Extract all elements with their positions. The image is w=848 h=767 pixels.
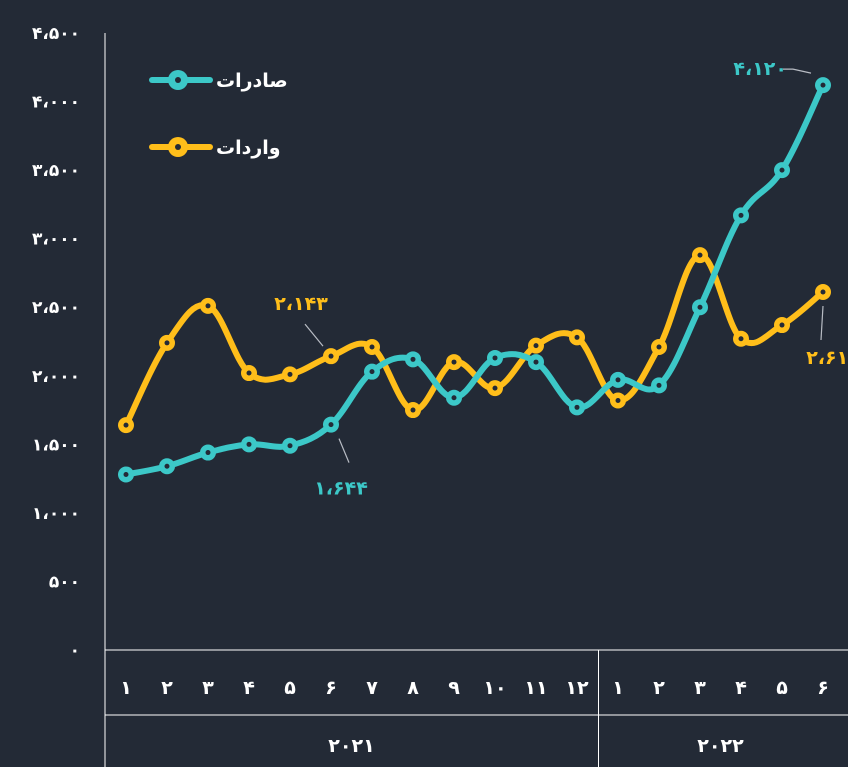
data-point-center — [328, 422, 334, 428]
legend-swatch-center — [175, 77, 181, 83]
data-point-center — [451, 359, 457, 365]
data-point-center — [615, 377, 621, 383]
data-point-center — [328, 353, 334, 359]
x-tick-label: ۲ — [161, 677, 173, 699]
data-point-center — [533, 359, 539, 365]
y-axis: ۰ ۵۰۰ ۱،۰۰۰ ۱،۵۰۰ ۲،۰۰۰ ۲،۵۰۰ ۳،۰۰۰ ۳،۵۰۰ ۴،۰۰۰ ۴… — [32, 24, 106, 767]
x-tick-label: ۸ — [407, 677, 419, 699]
data-point-center — [287, 371, 293, 377]
data-point-center — [205, 303, 211, 309]
data-point-center — [820, 289, 826, 295]
y-tick-label: ۴،۵۰۰ — [32, 24, 80, 44]
year-label: ۲۰۲۲ — [697, 735, 744, 757]
x-tick-label: ۱۲ — [565, 677, 589, 699]
annotation-label: ۲،۶۱۱ — [806, 347, 848, 369]
annotation-label: ۲،۱۴۳ — [274, 293, 328, 315]
data-point-center — [451, 395, 457, 401]
annotation-leader — [338, 438, 350, 463]
x-tick-label: ۱۱ — [524, 677, 547, 699]
y-tick-label: ۱،۰۰۰ — [32, 504, 80, 524]
data-point-center — [246, 441, 252, 447]
data-point-center — [697, 304, 703, 310]
data-point-center — [656, 382, 662, 388]
data-point-center — [656, 344, 662, 350]
data-point-center — [820, 82, 826, 88]
data-point-center — [369, 344, 375, 350]
x-tick-label: ۶ — [325, 677, 337, 699]
y-tick-label: ۳،۰۰۰ — [32, 230, 80, 250]
legend-swatch-center — [175, 144, 181, 150]
data-point-center — [164, 340, 170, 346]
data-point-center — [287, 443, 293, 449]
x-tick-label: ۳ — [202, 677, 214, 699]
data-point-center — [533, 343, 539, 349]
annotation-leader — [783, 68, 812, 74]
data-point-center — [410, 407, 416, 413]
legend-label: واردات — [216, 137, 281, 159]
x-tick-label: ۹ — [448, 677, 460, 699]
data-point-center — [123, 471, 129, 477]
data-point-center — [574, 404, 580, 410]
y-tick-label: ۰ — [70, 641, 80, 661]
data-point-center — [779, 322, 785, 328]
data-point-center — [574, 334, 580, 340]
x-tick-label: ۴ — [243, 677, 255, 699]
annotation-layer: ۱،۶۴۴ ۴،۱۲۰ ۲،۱۴۳ ۲،۶۱۱ — [274, 58, 848, 499]
x-tick-label: ۷ — [366, 677, 378, 699]
annotation-leader — [304, 323, 324, 347]
data-point-center — [492, 355, 498, 361]
x-tick-label: ۱ — [612, 677, 624, 699]
data-point-center — [246, 370, 252, 376]
x-tick-label: ۲ — [653, 677, 665, 699]
year-label: ۲۰۲۱ — [328, 735, 374, 757]
y-tick-label: ۵۰۰ — [49, 572, 80, 592]
data-point-center — [492, 385, 498, 391]
data-point-center — [697, 252, 703, 258]
data-point-center — [123, 422, 129, 428]
x-tick-label: ۴ — [735, 677, 747, 699]
annotation-label: ۱،۶۴۴ — [314, 478, 368, 500]
y-tick-label: ۱،۵۰۰ — [32, 435, 80, 455]
x-tick-label: ۶ — [817, 677, 829, 699]
x-tick-label: ۵ — [284, 677, 296, 699]
data-point-center — [369, 369, 375, 375]
data-point-center — [410, 356, 416, 362]
y-tick-label: ۲،۰۰۰ — [32, 367, 80, 387]
series-layer — [118, 77, 831, 483]
x-tick-label: ۱ — [120, 677, 132, 699]
y-tick-label: ۳،۵۰۰ — [32, 161, 80, 181]
annotation-leader — [820, 305, 824, 341]
data-point-center — [205, 450, 211, 456]
legend-label: صادرات — [216, 70, 288, 92]
x-tick-label: ۱۰ — [483, 677, 506, 699]
data-point-center — [164, 463, 170, 469]
data-point-center — [615, 397, 621, 403]
annotation-label: ۴،۱۲۰ — [733, 58, 787, 80]
data-point-center — [738, 212, 744, 218]
data-point-center — [779, 167, 785, 173]
y-tick-label: ۴،۰۰۰ — [32, 93, 80, 113]
y-tick-label: ۲،۵۰۰ — [32, 298, 80, 318]
legend: صادرات واردات — [149, 70, 288, 159]
data-point-center — [738, 336, 744, 342]
x-tick-label: ۳ — [694, 677, 706, 699]
x-tick-label: ۵ — [776, 677, 788, 699]
series-line-1 — [123, 252, 826, 429]
